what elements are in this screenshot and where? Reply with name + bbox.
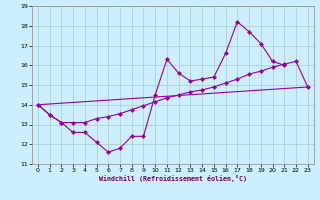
X-axis label: Windchill (Refroidissement éolien,°C): Windchill (Refroidissement éolien,°C) — [99, 175, 247, 182]
